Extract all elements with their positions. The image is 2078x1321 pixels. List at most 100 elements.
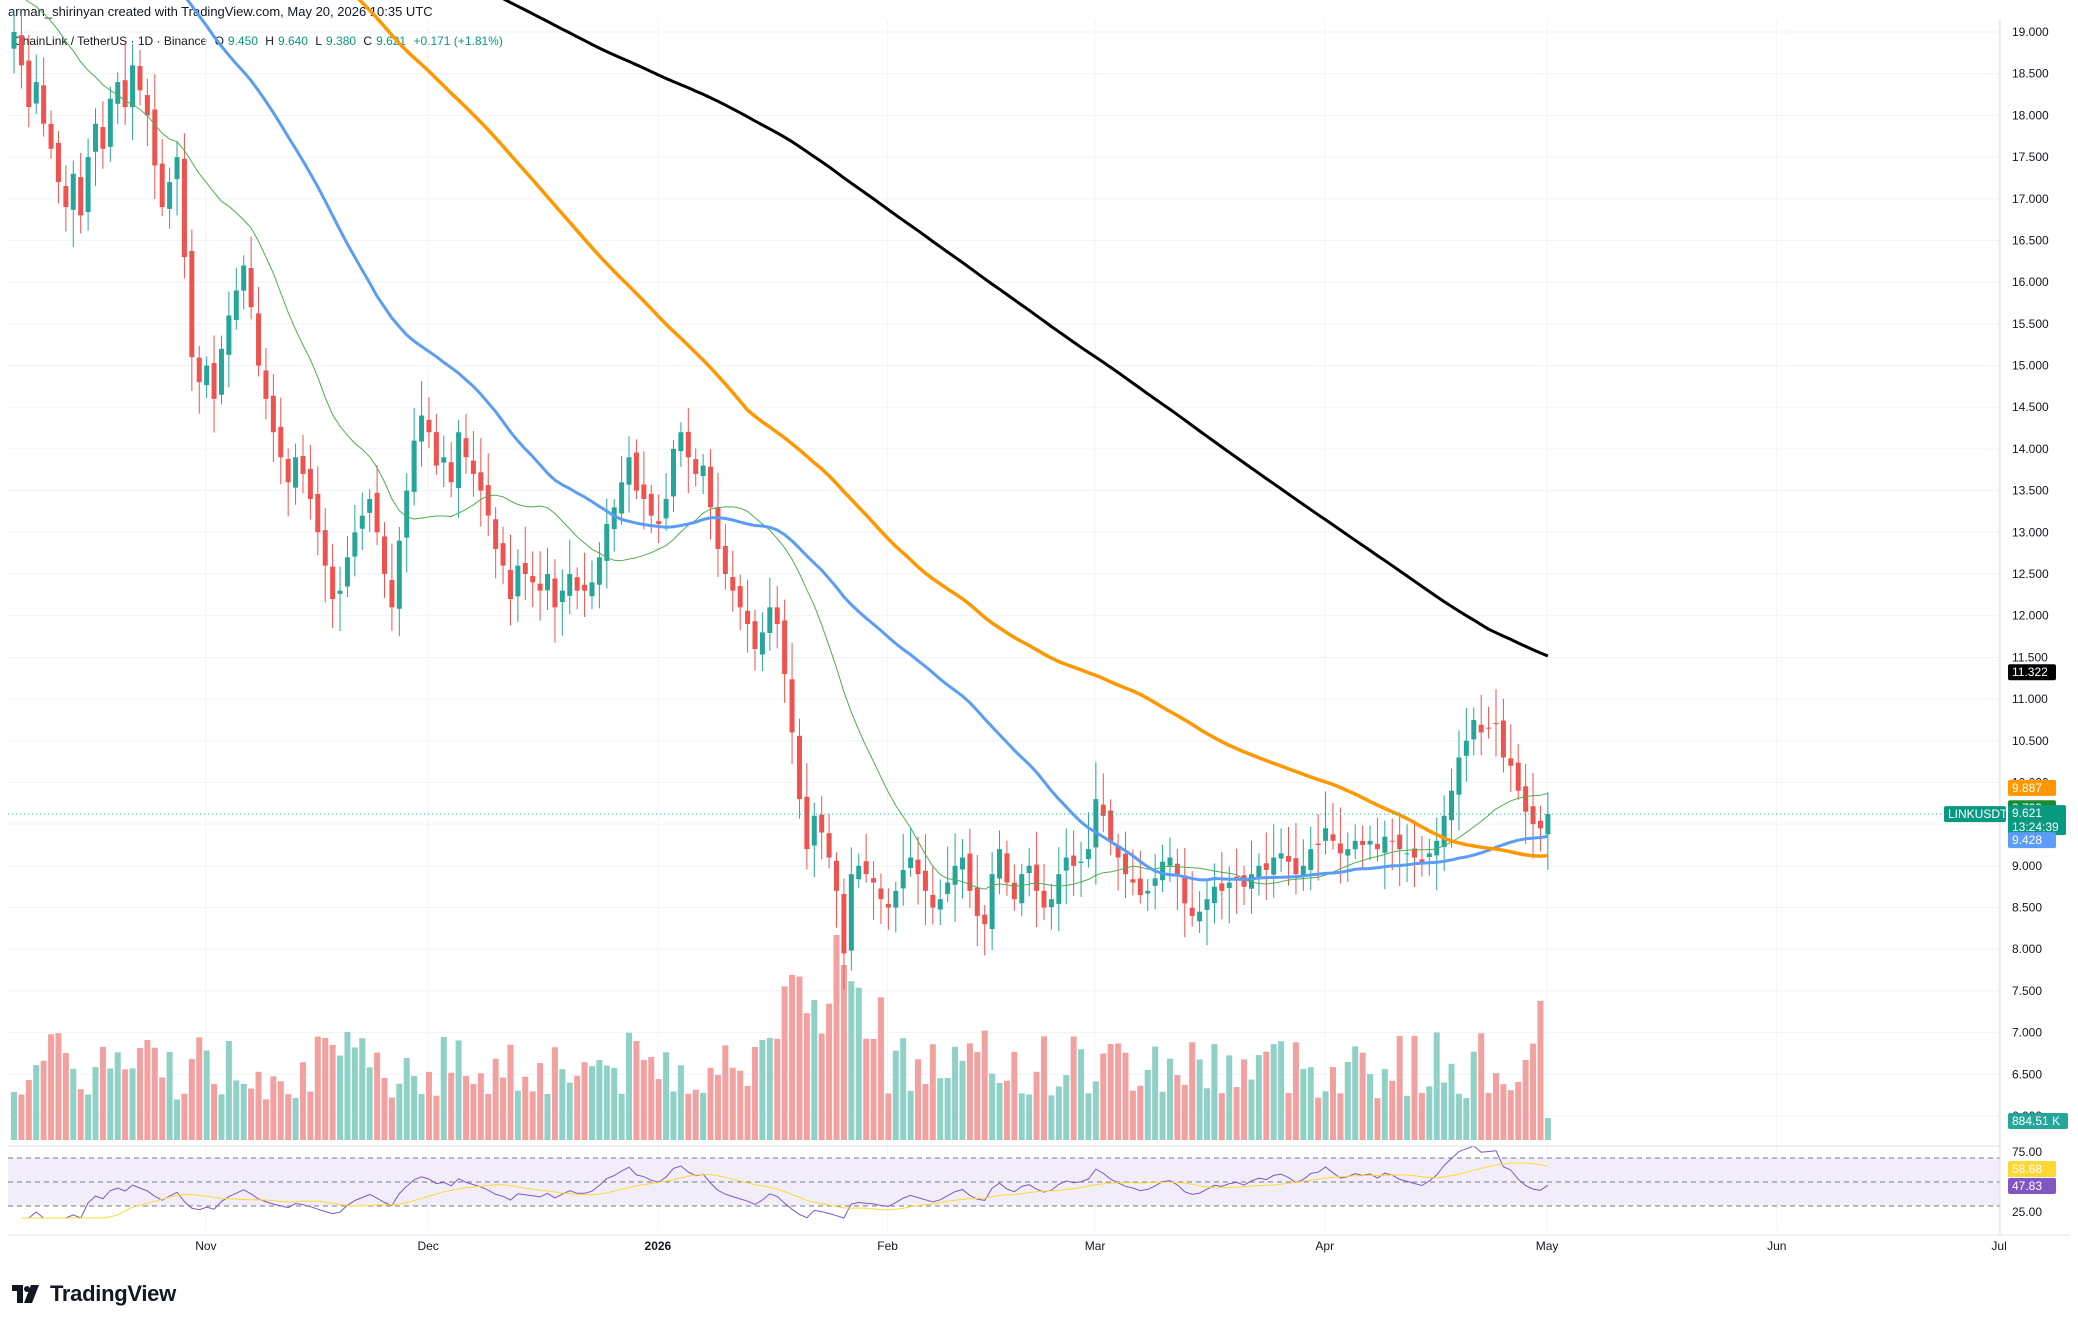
candle-body — [730, 577, 736, 591]
candle-body — [330, 566, 336, 600]
volume-bar — [1040, 1036, 1047, 1140]
price-tag: 9.621 — [2012, 806, 2042, 820]
volume-bar — [811, 999, 818, 1140]
candle-body — [456, 432, 462, 489]
x-tick-label: Apr — [1315, 1239, 1334, 1253]
candle-body — [204, 365, 210, 386]
volume-bar — [1278, 1041, 1285, 1140]
y-tick-label: 14.000 — [2012, 442, 2049, 456]
volume-bar — [774, 1038, 781, 1140]
volume-bar — [685, 1093, 692, 1140]
volume-bar — [1070, 1036, 1077, 1140]
volume-bar — [522, 1076, 529, 1140]
candle-body — [522, 563, 528, 574]
candle-body — [367, 498, 373, 513]
chart-header: arman_shirinyan created with TradingView… — [8, 4, 433, 19]
candle-body — [1078, 861, 1084, 864]
volume-bar — [1011, 1051, 1018, 1140]
volume-bar — [759, 1039, 766, 1140]
candle-body — [1278, 853, 1284, 859]
volume-bar — [292, 1097, 299, 1140]
candle-body — [344, 557, 350, 587]
candle-body — [552, 578, 558, 608]
candle-body — [322, 530, 328, 566]
candle-body — [826, 833, 832, 858]
volume-bar — [1433, 1032, 1440, 1140]
volume-bar — [1478, 1033, 1485, 1140]
candle-body — [1056, 874, 1062, 904]
candle-body — [1048, 899, 1054, 908]
candle-body — [1515, 762, 1521, 791]
candle-body — [1419, 859, 1425, 862]
volume-bar — [1426, 1086, 1433, 1140]
volume-bar — [544, 1093, 551, 1140]
volume-bar — [485, 1093, 492, 1140]
candle-body — [1441, 815, 1447, 847]
volume-bar — [1092, 1081, 1099, 1140]
ma50-tag: 9.428 — [2012, 833, 2042, 847]
y-tick-label: 6.500 — [2012, 1067, 2042, 1081]
moving-averages — [8, 0, 2000, 890]
candle-body — [1508, 758, 1514, 766]
candle-body — [1167, 857, 1173, 866]
candle-body — [959, 857, 965, 870]
candle-body — [915, 859, 921, 875]
candle-body — [633, 452, 639, 491]
candle-body — [656, 521, 662, 524]
volume-bar — [796, 976, 803, 1140]
y-tick-label: 15.500 — [2012, 317, 2049, 331]
volume-bar — [1448, 1063, 1455, 1140]
ma20-line — [25, 0, 1549, 890]
volume-bar — [818, 1033, 825, 1140]
candle-body — [1537, 820, 1543, 829]
volume-bar — [714, 1074, 721, 1140]
volume-bar — [129, 1068, 136, 1140]
symbol-name[interactable]: ChainLink / TetherUS · 1D · Binance — [14, 34, 208, 48]
rsi-pane — [8, 1145, 2000, 1219]
candle-body — [974, 887, 980, 916]
candle-body — [1256, 865, 1262, 879]
volume-bar — [885, 1093, 892, 1140]
volume-bar — [374, 1052, 381, 1140]
volume-bar — [166, 1051, 173, 1140]
volume-bar — [1166, 1058, 1173, 1140]
y-tick-label: 8.500 — [2012, 901, 2042, 915]
volume-bar — [136, 1047, 143, 1140]
candle-body — [419, 415, 425, 442]
candle-body — [878, 888, 884, 900]
volume-bar — [1255, 1055, 1262, 1140]
volume-bars — [11, 935, 1551, 1140]
candle-body — [619, 482, 625, 514]
candle-body — [1130, 879, 1136, 883]
candle-body — [596, 557, 602, 585]
candle-body — [1352, 840, 1358, 850]
volume-bar — [270, 1076, 277, 1140]
volume-bar — [877, 997, 884, 1140]
candle-body — [589, 582, 595, 597]
volume-bar — [737, 1070, 744, 1140]
volume-bar — [1544, 1118, 1551, 1140]
candle-body — [1241, 875, 1247, 887]
candle-body — [196, 357, 202, 383]
candle-body — [1137, 878, 1143, 896]
volume-bar — [62, 1052, 69, 1140]
volume-bar — [248, 1088, 255, 1140]
candle-body — [841, 894, 847, 954]
candle-body — [241, 265, 247, 291]
volume-tag-bg — [2008, 1113, 2068, 1129]
volume-bar — [85, 1094, 92, 1140]
volume-bar — [1018, 1093, 1025, 1140]
candle-body — [1063, 857, 1069, 871]
volume-bar — [403, 1058, 410, 1140]
candle-body — [70, 173, 76, 210]
candle-body — [937, 899, 943, 910]
volume-bar — [1470, 1051, 1477, 1140]
volume-bar — [1115, 1043, 1122, 1140]
y-tick-label: 18.500 — [2012, 67, 2049, 81]
candle-body — [233, 290, 239, 320]
volume-bar — [388, 1097, 395, 1140]
candle-body — [930, 894, 936, 908]
volume-bar — [551, 1047, 558, 1140]
candle-body — [530, 576, 536, 583]
